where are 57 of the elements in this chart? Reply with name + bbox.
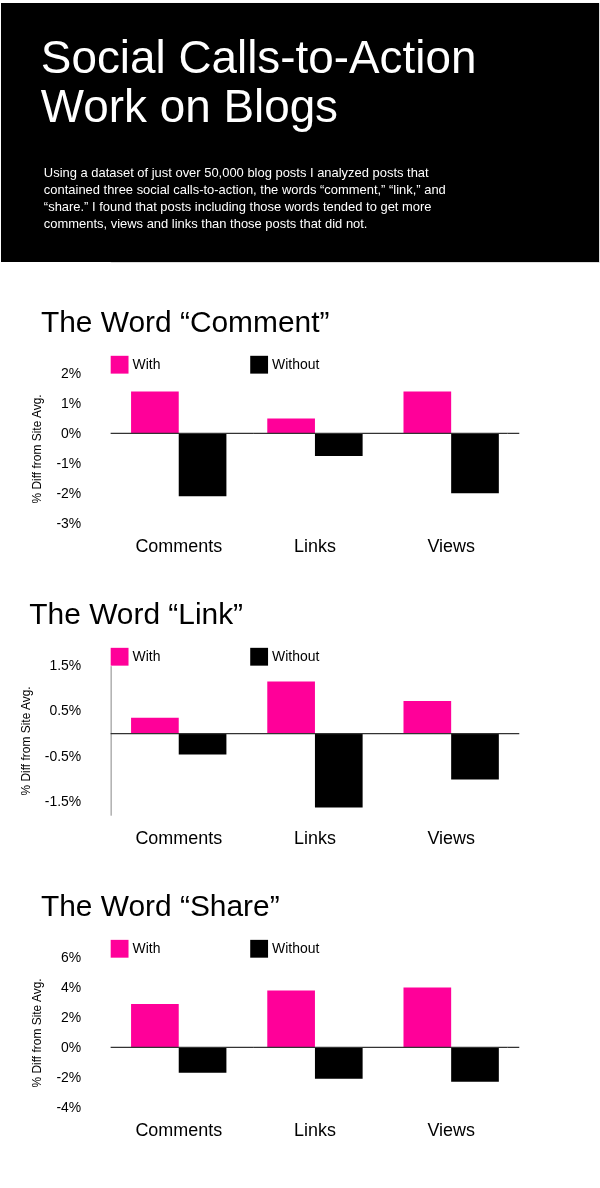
bar xyxy=(267,681,315,734)
y-tick-label: 4% xyxy=(61,979,82,996)
y-tick-label: -0.5% xyxy=(44,747,82,764)
bar xyxy=(403,391,452,434)
y-tick-label: -3% xyxy=(56,514,82,531)
bar xyxy=(314,1047,363,1079)
y-axis-title: % Diff from Site Avg. xyxy=(30,394,45,504)
y-tick-label: 0.5% xyxy=(49,702,82,719)
y-tick-label: -2% xyxy=(56,1068,82,1085)
legend-label: Without xyxy=(272,355,320,372)
y-tick-label: 1% xyxy=(61,395,82,412)
bar xyxy=(267,418,315,434)
chart-title: The Word “Share” xyxy=(40,888,280,922)
x-tick-label: Comments xyxy=(135,827,223,848)
text: Social Calls-to-Action Work on Blogs xyxy=(40,31,477,133)
bar xyxy=(267,990,315,1048)
legend-label: With xyxy=(132,939,161,956)
text: Using a dataset of just over 50,000 blog posts I analyzed posts that contained three social calls-to-action, the words “comment,” “link,” and “share.” I found that posts including those words tended to get more comments, views and links than those posts that did not. xyxy=(43,165,446,232)
x-tick-label: Links xyxy=(294,535,336,556)
x-tick-label: Views xyxy=(427,1119,475,1140)
y-tick-label: 2% xyxy=(61,1008,82,1025)
bar xyxy=(451,1047,499,1082)
legend-label: Without xyxy=(272,647,320,664)
chart-title: The Word “Link” xyxy=(29,596,244,630)
chart-title: The Word “Comment” xyxy=(40,304,330,338)
bar xyxy=(403,987,452,1048)
bar xyxy=(314,433,363,456)
y-tick-label: -4% xyxy=(56,1098,82,1115)
y-axis-title: % Diff from Site Avg. xyxy=(30,978,45,1088)
y-tick-label: -1.5% xyxy=(44,793,82,810)
bar xyxy=(403,701,452,734)
legend-label: Without xyxy=(272,939,320,956)
bar xyxy=(451,433,499,494)
y-tick-label: 6% xyxy=(61,949,82,966)
y-tick-label: 0% xyxy=(61,1038,82,1055)
y-axis-title: % Diff from Site Avg. xyxy=(18,686,33,796)
bar xyxy=(314,733,363,808)
x-tick-label: Comments xyxy=(135,535,223,556)
bar xyxy=(131,1004,179,1048)
x-tick-label: Views xyxy=(427,535,475,556)
bar xyxy=(178,433,227,497)
bar xyxy=(451,733,499,780)
x-tick-label: Links xyxy=(294,1119,336,1140)
bar xyxy=(131,391,179,434)
bar xyxy=(131,717,179,734)
bar xyxy=(178,1047,227,1073)
legend-label: With xyxy=(132,647,161,664)
bar xyxy=(178,733,227,755)
y-tick-label: 1.5% xyxy=(49,657,82,674)
y-tick-label: -2% xyxy=(56,484,82,501)
x-tick-label: Comments xyxy=(135,1119,223,1140)
y-tick-label: -1% xyxy=(56,454,82,471)
legend-label: With xyxy=(132,355,161,372)
x-tick-label: Links xyxy=(294,827,336,848)
y-tick-label: 2% xyxy=(61,365,82,382)
y-tick-label: 0% xyxy=(61,424,82,441)
x-tick-label: Views xyxy=(427,827,475,848)
